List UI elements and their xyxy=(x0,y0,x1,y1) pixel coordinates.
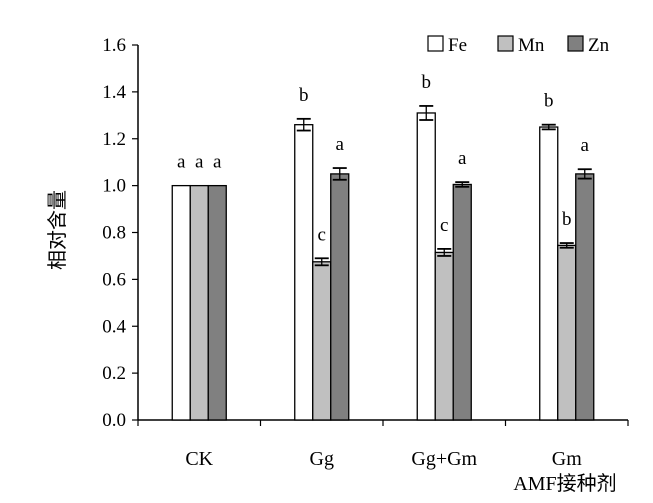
y-tick-label: 1.2 xyxy=(102,129,126,150)
bar-fe-0 xyxy=(171,184,191,421)
bar-fe-3 xyxy=(539,126,559,421)
significance-letter: a xyxy=(195,152,204,173)
x-tick-label: CK xyxy=(185,448,213,470)
bar-zn-3 xyxy=(575,173,595,421)
significance-letter: b xyxy=(562,209,572,230)
x-axis-label: AMF接种剂 xyxy=(513,472,616,495)
bar-mn-3 xyxy=(557,244,577,421)
significance-letter: a xyxy=(177,152,186,173)
bar-fe-2 xyxy=(416,112,436,421)
legend-label-zn: Zn xyxy=(588,35,610,56)
x-tick-label: Gg xyxy=(310,448,334,470)
significance-letter: c xyxy=(318,224,326,245)
bar-zn-2 xyxy=(452,183,472,421)
significance-letter: b xyxy=(299,85,309,106)
bar-mn-2 xyxy=(434,251,454,421)
legend-swatch-mn xyxy=(497,35,514,52)
y-tick-label: 0.2 xyxy=(102,363,126,384)
x-tick-label: Gm xyxy=(552,448,582,470)
y-axis: 0.0 0.2 0.4 0.6 0.8 1.0 1.2 1.4 1.6 xyxy=(102,35,139,431)
significance-letter: b xyxy=(422,72,432,93)
significance-letter: a xyxy=(213,152,222,173)
legend-swatch-zn xyxy=(567,35,584,52)
y-tick-label: 0.0 xyxy=(102,410,126,431)
legend-swatch-fe xyxy=(427,35,444,52)
x-axis: CK Gg Gg+Gm Gm xyxy=(137,419,629,470)
y-tick-label: 1.4 xyxy=(102,82,126,103)
legend-label-mn: Mn xyxy=(518,35,545,56)
significance-letter: a xyxy=(581,135,590,156)
y-tick-label: 1.0 xyxy=(102,176,126,197)
y-tick-label: 0.8 xyxy=(102,223,126,244)
legend: Fe Mn Zn xyxy=(427,35,610,56)
y-tick-label: 0.6 xyxy=(102,269,126,290)
bar-fe-1 xyxy=(294,124,314,421)
bar-mn-1 xyxy=(312,261,332,421)
x-tick-label: Gg+Gm xyxy=(411,448,477,470)
y-axis-label: 相对含量 xyxy=(46,190,69,270)
y-tick-label: 0.4 xyxy=(102,316,126,337)
significance-letter: b xyxy=(544,91,554,112)
bar-zn-0 xyxy=(207,184,227,421)
bar-mn-0 xyxy=(189,184,209,421)
legend-label-fe: Fe xyxy=(448,35,467,56)
bar-zn-1 xyxy=(330,173,350,421)
significance-letter: c xyxy=(440,215,448,236)
y-tick-label: 1.6 xyxy=(102,35,126,56)
significance-letter: a xyxy=(336,134,345,155)
significance-letter: a xyxy=(458,148,467,169)
